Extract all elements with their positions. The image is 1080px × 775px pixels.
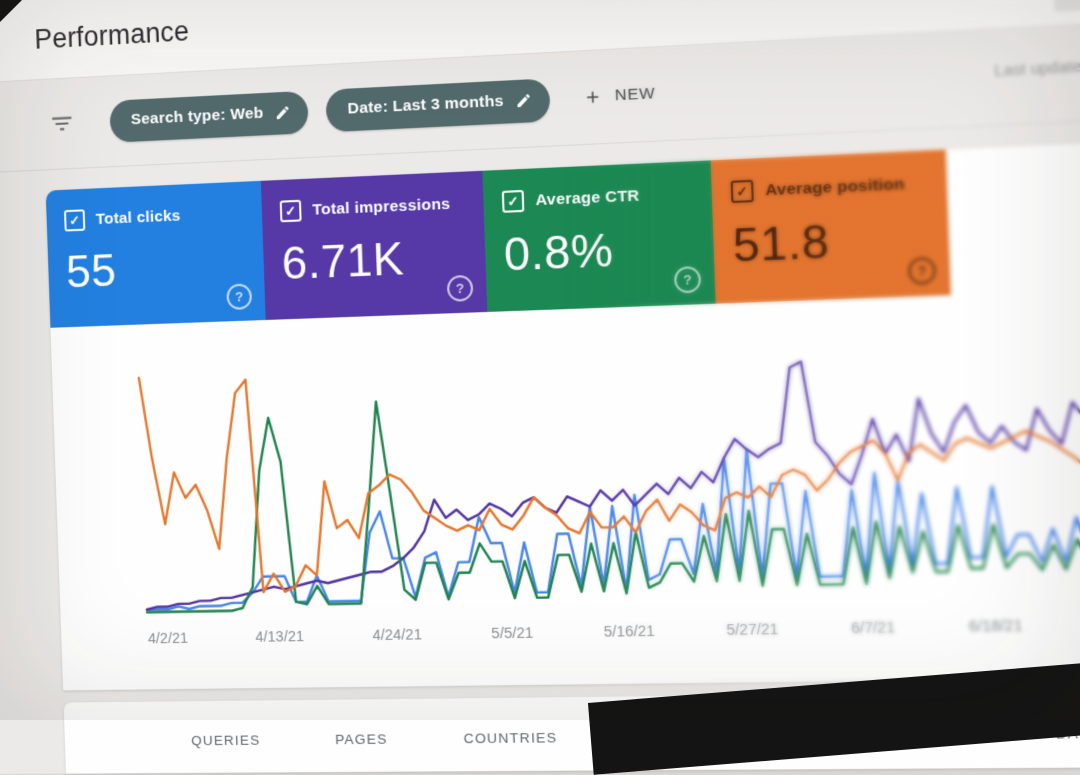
tab-search-appearance[interactable]: SEARCH APPEARANCE xyxy=(785,725,974,744)
new-filter-button[interactable]: NEW xyxy=(583,84,656,107)
export-button[interactable] xyxy=(1052,0,1080,13)
x-axis-label: 6/7/21 xyxy=(850,619,896,638)
pencil-icon xyxy=(517,94,530,108)
x-axis-tick-row: 4/2/21 4/13/21 4/24/21 5/5/21 5/16/21 5/27/21… xyxy=(148,616,1080,648)
search-type-chip-label: Search type: Web xyxy=(130,104,264,129)
metric-cards-row: ✓ Total clicks 55 ? ✓ Total impressions … xyxy=(45,141,1080,328)
filter-list-icon[interactable] xyxy=(49,110,75,138)
date-range-chip[interactable]: Date: Last 3 months xyxy=(325,77,551,132)
x-axis-label: 4/2/21 xyxy=(147,630,189,648)
performance-line-chart xyxy=(138,323,1080,615)
x-axis-label: 5/27/21 xyxy=(726,621,779,640)
chart-canvas xyxy=(138,323,1080,615)
checkbox-icon[interactable]: ✓ xyxy=(730,179,754,204)
tab-pages[interactable]: PAGES xyxy=(334,730,388,747)
metric-card-average-ctr[interactable]: ✓ Average CTR 0.8% ? xyxy=(482,160,716,312)
help-icon[interactable]: ? xyxy=(907,256,937,285)
tab-devices[interactable]: DEVICES xyxy=(634,727,708,745)
plus-icon xyxy=(586,91,599,103)
tab-dates[interactable]: DATES xyxy=(1055,724,1080,742)
metric-label: Average position xyxy=(764,174,905,199)
dimension-tabs-panel: QUERIES PAGES COUNTRIES DEVICES SEARCH A… xyxy=(63,690,1080,774)
metric-card-total-clicks[interactable]: ✓ Total clicks 55 ? xyxy=(45,180,266,328)
tab-queries[interactable]: QUERIES xyxy=(190,731,261,748)
metric-label: Total impressions xyxy=(312,194,451,219)
search-type-chip[interactable]: Search type: Web xyxy=(109,90,309,143)
metric-label: Total clicks xyxy=(95,206,181,228)
checkbox-icon[interactable]: ✓ xyxy=(501,189,525,213)
x-axis-label: 4/24/21 xyxy=(372,626,423,645)
date-range-chip-label: Date: Last 3 months xyxy=(347,92,505,118)
metric-card-total-impressions[interactable]: ✓ Total impressions 6.71K ? xyxy=(260,170,488,320)
new-filter-label: NEW xyxy=(614,84,656,105)
pencil-icon xyxy=(276,106,289,120)
help-icon[interactable]: ? xyxy=(446,274,474,302)
x-axis-label: 5/16/21 xyxy=(603,623,656,641)
x-axis-label: 5/5/21 xyxy=(491,625,534,643)
help-icon[interactable]: ? xyxy=(673,266,702,294)
metric-label: Average CTR xyxy=(535,186,640,209)
tab-countries[interactable]: COUNTRIES xyxy=(463,729,558,746)
help-icon[interactable]: ? xyxy=(226,283,253,311)
download-icon xyxy=(1064,0,1080,2)
performance-panel: ✓ Total clicks 55 ? ✓ Total impressions … xyxy=(45,140,1080,691)
checkbox-icon[interactable]: ✓ xyxy=(63,209,86,232)
metric-card-average-position[interactable]: ✓ Average position 51.8 ? xyxy=(710,149,951,304)
series-average-position xyxy=(139,345,1080,594)
x-axis-label: 6/18/21 xyxy=(968,617,1023,636)
checkbox-icon[interactable]: ✓ xyxy=(279,199,302,223)
x-axis-label: 4/13/21 xyxy=(255,628,305,646)
page-title: Performance xyxy=(33,15,190,55)
last-updated-text: Last updated: 5 hour xyxy=(994,54,1080,81)
